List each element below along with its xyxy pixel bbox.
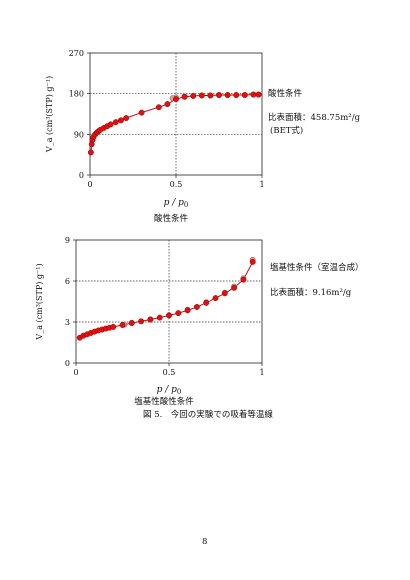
top-adsorption-point-18 bbox=[181, 93, 188, 100]
bottom-xtick-label-0: 0 bbox=[73, 368, 78, 377]
top-xtick-label-1: 0.5 bbox=[170, 180, 183, 189]
bottom-adsorption-point-11 bbox=[128, 320, 135, 327]
top-adsorption-point-26 bbox=[250, 91, 257, 98]
top-ytick-label-3: 270 bbox=[69, 49, 84, 58]
top-adsorption-point-25 bbox=[241, 92, 248, 98]
bottom-adsorption-point-15 bbox=[166, 312, 172, 319]
top-adsorption-point-15 bbox=[155, 104, 162, 111]
top-adsorption-point-22 bbox=[216, 92, 222, 98]
bottom-adsorption-point-16 bbox=[175, 310, 182, 317]
bottom-ytick-label-0: 0 bbox=[65, 359, 70, 368]
top-y-axis-label: V_a (cm³(STP) g⁻¹) bbox=[45, 76, 54, 153]
top-subtitle: 酸性条件 bbox=[154, 213, 189, 224]
bottom-ytick-label-3: 9 bbox=[65, 236, 70, 245]
bottom-surface-area-label: 比表面積：9.16m²/g bbox=[270, 288, 352, 298]
top-ytick-label-1: 90 bbox=[74, 130, 84, 139]
bottom-adsorption-point-10 bbox=[119, 322, 126, 328]
top-adsorption-point-10 bbox=[107, 121, 114, 128]
bottom-adsorption-point-20 bbox=[212, 295, 219, 302]
bottom-adsorption-point-9 bbox=[110, 323, 117, 330]
top-adsorption-point-27 bbox=[255, 91, 262, 98]
top-condition-label: 酸性条件 bbox=[268, 89, 303, 99]
top-ytick-label-0: 0 bbox=[79, 171, 84, 180]
top-adsorption-point-11 bbox=[112, 119, 119, 126]
bottom-adsorption-point-24 bbox=[249, 258, 256, 265]
top-adsorption-point-21 bbox=[207, 92, 214, 99]
bottom-xtick-label-1: 0.5 bbox=[163, 368, 176, 377]
top-adsorption-point-23 bbox=[224, 92, 231, 98]
top-adsorption-point-12 bbox=[118, 117, 124, 124]
top-adsorption-point-20 bbox=[198, 92, 205, 99]
top-surface-area-label: 比表面積：458.75m²/g bbox=[268, 113, 361, 123]
bottom-subtitle: 塩基性酸性条件 bbox=[134, 396, 194, 407]
bottom-adsorption-point-12 bbox=[138, 318, 145, 325]
bottom-x-axis-label: p / p0 bbox=[157, 385, 182, 396]
bottom-condition-label: 塩基性条件（室温合成） bbox=[270, 263, 364, 273]
top-method-label: (BET式) bbox=[270, 126, 304, 136]
top-adsorption-point-24 bbox=[233, 92, 240, 98]
bottom-y-axis-label: V_a (cm³(STP) g⁻¹) bbox=[35, 263, 44, 340]
bottom-adsorption-point-23 bbox=[240, 276, 247, 283]
bottom-ytick-label-1: 3 bbox=[65, 318, 70, 327]
top-adsorption-point-13 bbox=[123, 115, 130, 122]
chart-top: 0 90 180 270 0 0.5 1 p / p0 V_a (cm³(STP) g⁻¹) 酸性… bbox=[45, 49, 265, 224]
top-adsorption-point-16 bbox=[164, 101, 171, 108]
top-adsorption-point-14 bbox=[138, 109, 145, 116]
top-xtick-label-0: 0 bbox=[87, 180, 92, 189]
bottom-adsorption-point-19 bbox=[203, 299, 210, 306]
top-adsorption-point-19 bbox=[190, 92, 197, 99]
bottom-adsorption-point-17 bbox=[184, 307, 191, 314]
bottom-adsorption-point-21 bbox=[221, 290, 228, 297]
figure-caption: 図 5. 今回の実験での吸着等温線 bbox=[143, 410, 273, 420]
top-adsorption-point-17 bbox=[173, 96, 179, 103]
page-number: 8 bbox=[202, 537, 208, 547]
top-x-axis-label: p / p0 bbox=[164, 198, 189, 209]
chart-bottom: 0 3 6 9 0 0.5 1 p / p0 V_a (cm³(STP) g⁻¹) 塩基性酸性条件 bbox=[35, 236, 265, 407]
bottom-xtick-label-2: 1 bbox=[259, 368, 264, 377]
top-xtick-label-2: 1 bbox=[259, 180, 264, 189]
bottom-adsorption-point-18 bbox=[193, 304, 200, 310]
bottom-ytick-label-2: 6 bbox=[65, 277, 70, 286]
bottom-adsorption-point-14 bbox=[156, 314, 163, 321]
top-adsorption-point-0 bbox=[87, 149, 94, 156]
bottom-adsorption-point-13 bbox=[147, 316, 154, 323]
top-ytick-label-2: 180 bbox=[69, 90, 84, 99]
bottom-adsorption-point-22 bbox=[231, 284, 238, 291]
